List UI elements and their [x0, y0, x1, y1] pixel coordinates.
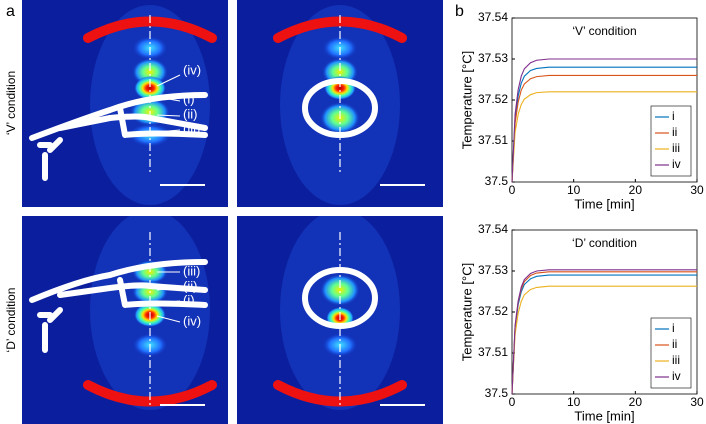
x-axis-label: Time [min] — [574, 196, 634, 211]
y-tick-label: 37.54 — [478, 222, 508, 236]
y-tick-label: 37.51 — [478, 345, 508, 359]
marker-label: (ii) — [183, 278, 197, 293]
y-tick-label: 37.5 — [485, 174, 509, 188]
line — [511, 74, 697, 183]
marker-label: (iii) — [183, 263, 200, 278]
x-tick-label: 20 — [629, 183, 643, 197]
y-tick-label: 37.53 — [478, 263, 508, 277]
y-axis-label: Temperature [°C] — [459, 263, 474, 361]
field-image — [237, 0, 443, 207]
line — [511, 91, 697, 183]
field-image: (iv) (i) (ii) (iii) — [22, 0, 228, 207]
legend-label: ii — [672, 125, 677, 139]
panel-label: a — [6, 3, 15, 20]
line — [511, 274, 697, 395]
line — [511, 58, 697, 183]
x-tick-label: 30 — [690, 183, 704, 197]
legend-label: iv — [672, 157, 681, 171]
line — [511, 66, 697, 183]
line — [511, 269, 697, 395]
marker-label: (iv) — [183, 313, 201, 328]
chart-title: ‘D’ condition — [572, 236, 637, 250]
y-tick-label: 37.52 — [478, 304, 508, 318]
x-tick-label: 0 — [509, 183, 516, 197]
line — [511, 285, 697, 395]
legend-label: i — [672, 321, 675, 335]
marker-label: (i) — [183, 292, 195, 307]
marker-label: (ii) — [183, 106, 197, 121]
x-axis-label: Time [min] — [574, 408, 634, 423]
panel-label: b — [455, 3, 464, 20]
marker-label: (i) — [183, 91, 195, 106]
y-tick-label: 37.5 — [485, 386, 509, 400]
x-tick-label: 10 — [567, 395, 581, 409]
legend — [650, 105, 692, 177]
field-image — [237, 216, 443, 424]
x-tick-label: 0 — [509, 395, 516, 409]
legend-label: iii — [672, 141, 680, 155]
legend-label: iv — [672, 369, 681, 383]
y-tick-label: 37.52 — [478, 92, 508, 106]
chart-title: ‘V’ condition — [572, 24, 636, 38]
x-tick-label: 10 — [567, 183, 581, 197]
legend — [650, 317, 692, 389]
legend-label: i — [672, 109, 675, 123]
y-axis-label: Temperature [°C] — [459, 51, 474, 149]
marker-label: (iv) — [183, 62, 201, 77]
x-tick-label: 30 — [690, 395, 704, 409]
legend-label: ii — [672, 337, 677, 351]
y-tick-label: 37.53 — [478, 51, 508, 65]
field-image: (iii) (ii) (i) (iv) — [22, 216, 228, 424]
marker-label: (iii) — [183, 121, 200, 136]
y-tick-label: 37.54 — [478, 10, 508, 24]
legend-label: iii — [672, 353, 680, 367]
y-tick-label: 37.51 — [478, 133, 508, 147]
x-tick-label: 20 — [629, 395, 643, 409]
row-label: ‘V’ condition — [4, 71, 18, 135]
row-label: ‘D’ condition — [4, 288, 18, 353]
